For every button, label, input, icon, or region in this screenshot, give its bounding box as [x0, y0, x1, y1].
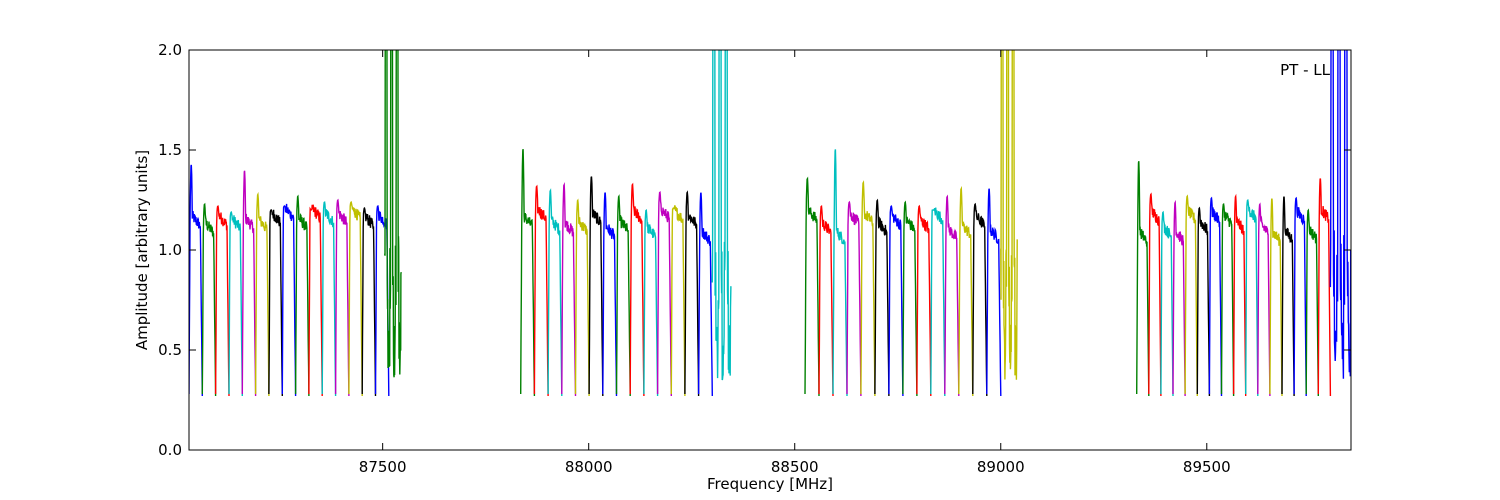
x-tick-label: 87500	[359, 458, 407, 476]
x-tick-label: 89500	[1183, 458, 1231, 476]
spectrum-segment	[294, 194, 310, 397]
spectrum-segment	[944, 194, 960, 397]
spectrum-segment	[643, 208, 659, 397]
spectrum-segment	[308, 204, 323, 397]
x-tick-label: 89000	[977, 458, 1025, 476]
spectrum-segment	[228, 210, 243, 397]
spectrum-segment	[902, 200, 918, 397]
spectrum-segment	[916, 204, 932, 397]
spectrum-segment	[832, 149, 848, 397]
spectrum-segment	[1160, 210, 1174, 397]
tick-layer: 87500 88000 88500 89000 89500 0.0 0.5 1.0 1.5 2.0	[158, 41, 1351, 476]
spectrum-segment	[930, 207, 946, 397]
spectrum-segment	[1317, 178, 1332, 397]
x-tick-label: 88000	[565, 458, 613, 476]
spectrum-segment	[268, 209, 283, 397]
x-tick-label: 88500	[771, 458, 819, 476]
y-axis-title: Amplitude [arbitrary units]	[133, 150, 151, 350]
spectrum-segment	[888, 205, 904, 397]
spectrum-segment	[1232, 193, 1247, 397]
spectrum-segment	[321, 201, 337, 397]
spectrum-segment	[615, 194, 631, 397]
spectrum-segment	[1281, 196, 1295, 397]
y-tick-label: 0.0	[158, 441, 182, 459]
spectrum-segment	[334, 198, 350, 397]
spectrum-segment	[574, 198, 590, 397]
spectrum-segment	[1244, 199, 1259, 397]
spectrum-segment	[1220, 203, 1235, 397]
spectrum-segment	[348, 200, 363, 397]
spectrum-segment	[1257, 202, 1271, 397]
spectrum-segment	[697, 192, 713, 397]
spectrum-segment	[629, 182, 645, 397]
y-tick-label: 0.5	[158, 341, 182, 359]
spectrum-segment	[189, 164, 203, 397]
spectrum-segment	[1293, 196, 1307, 397]
plot-area	[189, 50, 1351, 450]
spectrum-segment	[547, 188, 563, 397]
spectrum-segment	[602, 192, 618, 397]
series-layer	[189, 50, 1351, 397]
spectrum-segment	[986, 188, 1002, 397]
spectrum-segment	[958, 185, 974, 397]
interference-burst	[1000, 50, 1018, 380]
spectrum-segment	[1305, 208, 1320, 397]
spectrum-segment	[860, 180, 876, 397]
spectrum-segment	[804, 176, 820, 397]
spectrum-segment	[1184, 194, 1198, 397]
spectrum-segment	[1269, 198, 1283, 397]
spectrum-segment	[281, 203, 297, 397]
spectrum-segment	[656, 190, 672, 397]
spectrum-segment	[874, 198, 890, 397]
spectrum-segment	[361, 206, 377, 397]
spectrum-segment	[818, 204, 834, 397]
y-tick-label: 2.0	[158, 41, 182, 59]
spectrum-segment	[972, 202, 988, 397]
interference-burst	[1329, 50, 1351, 379]
spectrum-segment	[1196, 206, 1211, 397]
y-tick-label: 1.5	[158, 141, 182, 159]
spectrum-segment	[201, 202, 217, 397]
spectrum-segment	[670, 205, 686, 397]
x-axis-title: Frequency [MHz]	[707, 475, 833, 493]
spectrum-segment	[1135, 161, 1150, 397]
spectrum-segment	[214, 205, 230, 397]
plot-annotation: PT - LL	[1280, 61, 1331, 79]
spectrum-segment	[684, 190, 700, 397]
spectrum-segment	[241, 170, 257, 397]
interference-burst	[711, 50, 732, 381]
spectrum-segment	[588, 176, 604, 397]
spectrum-segment	[846, 200, 862, 397]
y-tick-label: 1.0	[158, 241, 182, 259]
interference-burst	[384, 50, 402, 378]
spectrum-segment	[1172, 199, 1186, 397]
spectrum-segment	[254, 191, 270, 397]
spectrum-segment	[520, 149, 536, 397]
spectrum-segment	[533, 184, 549, 397]
spectrum-segment	[561, 181, 577, 397]
spectrum-segment	[1208, 196, 1223, 397]
spectrum-segment	[1148, 192, 1162, 397]
